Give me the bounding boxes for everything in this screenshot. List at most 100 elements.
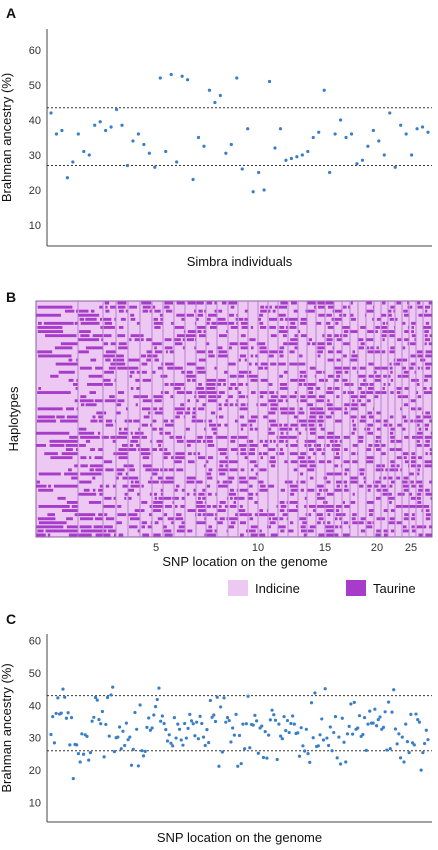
- heatmap-taurine-segment: [326, 435, 334, 439]
- panel-c-data-point: [364, 748, 368, 752]
- heatmap-taurine-segment: [78, 313, 100, 317]
- heatmap-taurine-segment: [326, 472, 334, 476]
- heatmap-taurine-segment: [347, 391, 350, 394]
- heatmap-taurine-segment: [206, 321, 210, 325]
- heatmap-taurine-segment: [150, 476, 152, 480]
- heatmap-taurine-segment: [316, 387, 321, 390]
- heatmap-taurine-segment: [250, 326, 254, 329]
- heatmap-taurine-segment: [339, 313, 342, 317]
- heatmap-taurine-segment: [36, 444, 46, 447]
- heatmap-taurine-segment: [390, 346, 395, 350]
- heatmap-taurine-segment: [236, 399, 238, 403]
- heatmap-taurine-segment: [105, 305, 108, 309]
- heatmap-taurine-segment: [383, 419, 388, 423]
- heatmap-taurine-segment: [423, 387, 427, 390]
- heatmap-taurine-segment: [92, 488, 96, 492]
- heatmap-taurine-segment: [388, 374, 391, 378]
- heatmap-taurine-segment: [416, 391, 419, 394]
- heatmap-taurine-segment: [141, 423, 148, 427]
- heatmap-taurine-segment: [429, 448, 432, 451]
- heatmap-taurine-segment: [358, 374, 366, 378]
- heatmap-taurine-segment: [403, 476, 409, 480]
- heatmap-taurine-segment: [182, 338, 185, 342]
- panel-c-data-point: [260, 724, 264, 728]
- heatmap-taurine-segment: [187, 509, 196, 512]
- heatmap-taurine-segment: [259, 391, 268, 394]
- panel-a-y-tick-label: 20: [29, 185, 41, 197]
- heatmap-taurine-segment: [246, 439, 248, 443]
- heatmap-taurine-segment: [411, 456, 416, 460]
- panel-c-data-point: [162, 721, 166, 726]
- heatmap-taurine-segment: [404, 435, 409, 439]
- panel-c-data-point: [128, 735, 132, 739]
- heatmap-taurine-segment: [152, 419, 157, 423]
- heatmap-taurine-segment: [259, 321, 264, 325]
- panel-c-data-point: [361, 732, 365, 737]
- heatmap-taurine-segment: [336, 358, 341, 362]
- heatmap-taurine-segment: [390, 370, 393, 374]
- heatmap-taurine-segment: [203, 330, 206, 333]
- heatmap-taurine-segment: [141, 301, 152, 305]
- heatmap-taurine-segment: [343, 435, 350, 439]
- heatmap-taurine-segment: [279, 517, 284, 521]
- heatmap-taurine-segment: [425, 366, 431, 370]
- heatmap-taurine-segment: [238, 509, 246, 512]
- heatmap-taurine-segment: [278, 305, 287, 309]
- heatmap-taurine-segment: [163, 374, 168, 378]
- heatmap-taurine-segment: [103, 435, 109, 439]
- heatmap-taurine-segment: [238, 317, 244, 321]
- heatmap-taurine-segment: [57, 496, 66, 500]
- panel-c-data-point: [261, 755, 266, 760]
- heatmap-taurine-segment: [418, 427, 422, 431]
- panel-c-data-point: [147, 716, 151, 720]
- heatmap-taurine-segment: [38, 505, 70, 508]
- heatmap-taurine-segment: [204, 435, 206, 439]
- heatmap-taurine-segment: [94, 456, 103, 460]
- heatmap-taurine-segment: [186, 492, 190, 496]
- heatmap-taurine-segment: [381, 468, 384, 472]
- heatmap-taurine-segment: [81, 403, 85, 407]
- heatmap-taurine-segment: [250, 533, 258, 537]
- heatmap-taurine-segment: [164, 533, 173, 537]
- heatmap-taurine-segment: [99, 305, 103, 309]
- heatmap-taurine-segment: [407, 326, 409, 329]
- heatmap-taurine-segment: [197, 452, 201, 456]
- panel-c-data-point: [51, 715, 55, 719]
- heatmap-taurine-segment: [376, 448, 381, 451]
- heatmap-taurine-segment: [163, 525, 167, 529]
- heatmap-taurine-segment: [299, 517, 307, 521]
- heatmap-taurine-segment: [78, 533, 92, 537]
- heatmap-taurine-segment: [367, 488, 371, 492]
- heatmap-taurine-segment: [343, 313, 347, 317]
- heatmap-taurine-segment: [289, 452, 298, 456]
- heatmap-taurine-segment: [323, 501, 325, 504]
- heatmap-taurine-segment: [236, 313, 238, 317]
- heatmap-taurine-segment: [351, 517, 356, 521]
- heatmap-taurine-segment: [348, 525, 350, 529]
- panel-c-y-tick-label: 20: [29, 765, 41, 777]
- heatmap-taurine-segment: [105, 419, 113, 423]
- heatmap-taurine-segment: [418, 484, 423, 488]
- panel-c-data-point: [414, 712, 418, 716]
- heatmap-taurine-segment: [260, 362, 268, 366]
- heatmap-taurine-segment: [320, 427, 325, 431]
- heatmap-taurine-segment: [38, 521, 67, 525]
- panel-c-y-tick-label: 60: [29, 635, 41, 647]
- heatmap-taurine-segment: [229, 342, 238, 346]
- panel-a-data-point: [87, 153, 91, 157]
- heatmap-taurine-segment: [425, 492, 432, 496]
- heatmap-taurine-segment: [372, 521, 374, 525]
- heatmap-taurine-segment: [117, 334, 126, 338]
- heatmap-taurine-segment: [288, 317, 298, 321]
- heatmap-taurine-segment: [276, 444, 278, 447]
- heatmap-taurine-segment: [279, 317, 284, 321]
- heatmap-taurine-segment: [350, 395, 358, 399]
- heatmap-taurine-segment: [206, 383, 216, 386]
- heatmap-taurine-segment: [270, 407, 278, 411]
- heatmap-taurine-segment: [110, 435, 116, 439]
- heatmap-taurine-segment: [259, 313, 263, 317]
- heatmap-taurine-segment: [418, 533, 423, 537]
- heatmap-taurine-segment: [79, 399, 94, 403]
- heatmap-taurine-segment: [375, 533, 381, 537]
- heatmap-taurine-segment: [410, 480, 414, 484]
